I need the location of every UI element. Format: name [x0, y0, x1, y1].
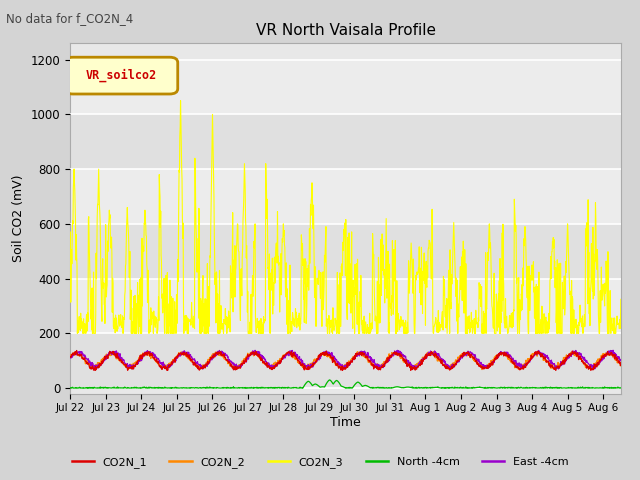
X-axis label: Time: Time	[330, 416, 361, 429]
Title: VR North Vaisala Profile: VR North Vaisala Profile	[255, 23, 436, 38]
Text: No data for f_CO2N_4: No data for f_CO2N_4	[6, 12, 134, 25]
Y-axis label: Soil CO2 (mV): Soil CO2 (mV)	[12, 175, 26, 262]
Text: VR_soilco2: VR_soilco2	[86, 69, 157, 82]
Legend: CO2N_1, CO2N_2, CO2N_3, North -4cm, East -4cm: CO2N_1, CO2N_2, CO2N_3, North -4cm, East…	[67, 452, 573, 472]
Bar	[70, 224, 621, 278]
Bar	[70, 334, 621, 388]
Bar	[70, 114, 621, 169]
Bar	[70, 60, 621, 114]
FancyBboxPatch shape	[65, 57, 178, 94]
Bar	[70, 278, 621, 334]
Bar	[70, 169, 621, 224]
